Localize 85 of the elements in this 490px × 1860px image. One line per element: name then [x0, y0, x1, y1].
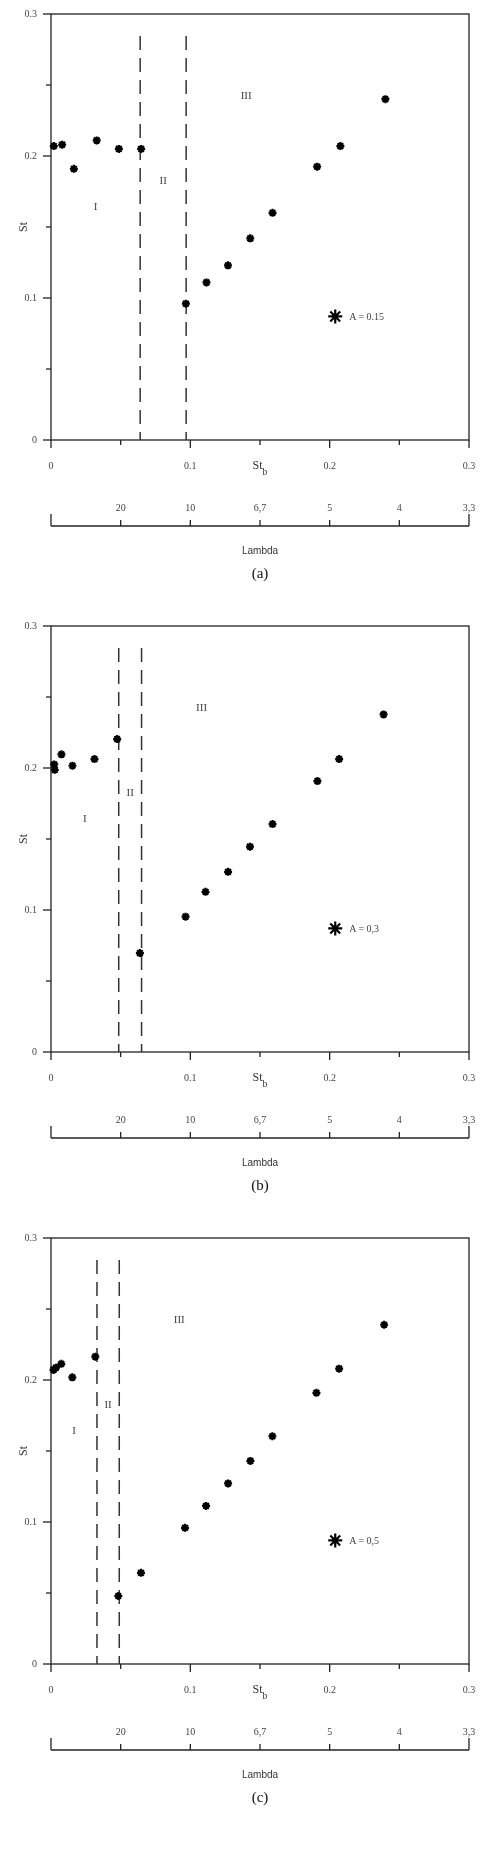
y-axis-title: St [16, 221, 30, 233]
y-tick-label: 0.2 [24, 150, 37, 161]
category-label: 10 [185, 502, 196, 513]
category-label: 3,3 [462, 1114, 476, 1125]
x-tick-label: 0.3 [462, 1072, 476, 1083]
annotation: III [173, 1313, 186, 1326]
point [334, 1363, 345, 1374]
annotation: III [240, 89, 252, 102]
category-label: 3,3 [462, 502, 476, 513]
x-axis-title: St$_{b}$ [252, 458, 268, 477]
x-tick-label: 0.1 [184, 1072, 197, 1083]
category-label: 4 [396, 502, 402, 513]
category-label: 20 [115, 1114, 126, 1125]
annotation: I [83, 811, 88, 824]
category-label: 5 [327, 1114, 333, 1125]
y-tick-label: 0 [32, 1658, 37, 1669]
x-axis-title: St$_{b}$ [252, 1070, 268, 1089]
y-tick-label: 0 [32, 1046, 37, 1057]
point [312, 161, 323, 172]
point [245, 233, 256, 244]
category-label: 3,3 [462, 1726, 476, 1737]
x-tick-label: 0.2 [323, 1072, 336, 1083]
point [267, 1431, 278, 1442]
category-label: 5 [327, 502, 333, 513]
category-label: 10 [185, 1726, 196, 1737]
x-tick-label: 0.1 [184, 1684, 197, 1695]
annotation: II [104, 1398, 113, 1411]
category-label: 6,7 [253, 1114, 267, 1125]
y-axis-title: St [16, 833, 30, 845]
point [378, 709, 389, 720]
x-tick-label: 0.3 [462, 1684, 476, 1695]
y-tick-label: 0.3 [24, 8, 37, 19]
legend-label: A = 0.15 [349, 311, 385, 323]
category-label: 10 [185, 1114, 196, 1125]
point [180, 911, 191, 922]
point [267, 207, 278, 218]
category-label: 4 [396, 1114, 402, 1125]
x-tick-label: 0.2 [323, 460, 336, 471]
point [180, 298, 191, 309]
category-label: 5 [327, 1726, 333, 1737]
text: Lambda [241, 545, 279, 556]
x-tick-label: 0 [48, 460, 54, 471]
annotation: III [196, 701, 208, 714]
point [201, 277, 212, 288]
y-tick-label: 0.2 [24, 1374, 37, 1385]
y-tick-label: 0.3 [24, 1232, 37, 1243]
y-tick-label: 0.1 [24, 292, 37, 303]
x-tick-label: 0 [48, 1684, 54, 1695]
x-tick-label: 0.3 [462, 460, 476, 471]
legend-label: A = 0,3 [349, 923, 380, 935]
point [379, 1319, 390, 1330]
point [67, 760, 78, 771]
point [380, 94, 391, 105]
point [91, 135, 102, 146]
text: (a) [251, 565, 269, 582]
x-axis-title: St$_{b}$ [252, 1682, 268, 1701]
y-tick-label: 0 [32, 434, 37, 445]
category-label: 4 [396, 1726, 402, 1737]
x-tick-label: 0.2 [323, 1684, 336, 1695]
category-label: 20 [115, 502, 126, 513]
point [200, 886, 211, 897]
point [90, 1351, 101, 1362]
legend-label: A = 0,5 [349, 1535, 380, 1547]
annotation: II [159, 174, 168, 187]
text: (b) [251, 1177, 269, 1194]
annotation: I [93, 199, 98, 212]
point [56, 749, 67, 760]
x-tick-label: 0 [48, 1072, 54, 1083]
text: Lambda [241, 1157, 279, 1168]
annotation: I [72, 1423, 77, 1436]
y-tick-label: 0.1 [24, 904, 37, 915]
annotation: II [126, 786, 135, 799]
y-tick-label: 0.2 [24, 762, 37, 773]
text: (c) [251, 1789, 269, 1806]
category-label: 20 [115, 1726, 126, 1737]
y-tick-label: 0.3 [24, 620, 37, 631]
point [67, 1372, 78, 1383]
y-tick-label: 0.1 [24, 1516, 37, 1527]
text: Lambda [241, 1769, 279, 1780]
category-label: 6,7 [253, 1726, 267, 1737]
y-axis-title: St [16, 1445, 30, 1457]
category-label: 6,7 [253, 502, 267, 513]
point [68, 163, 79, 174]
x-tick-label: 0.1 [184, 460, 197, 471]
point [311, 1387, 322, 1398]
